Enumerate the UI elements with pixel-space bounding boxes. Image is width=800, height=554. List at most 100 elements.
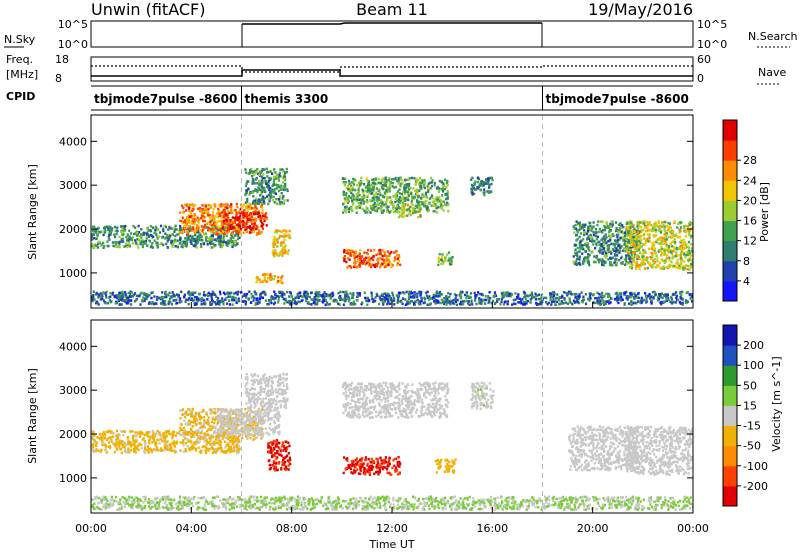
data-cell <box>414 177 417 181</box>
data-cell <box>403 178 407 182</box>
data-cell <box>436 295 439 298</box>
data-cell <box>227 295 230 299</box>
data-cell <box>256 227 259 231</box>
data-cell <box>95 301 98 305</box>
data-cell <box>194 240 197 243</box>
data-cell <box>283 293 286 296</box>
data-cell <box>345 192 348 195</box>
data-cell <box>92 290 95 293</box>
data-cell <box>364 189 367 192</box>
data-cell <box>618 226 621 230</box>
data-cell <box>653 258 656 261</box>
data-cell <box>398 300 401 303</box>
data-cell <box>378 191 382 195</box>
data-cell <box>123 225 126 228</box>
data-cell <box>236 231 239 234</box>
data-cell <box>651 254 654 257</box>
data-cell <box>382 187 385 191</box>
data-cell <box>364 263 367 266</box>
data-cell <box>387 205 390 209</box>
data-cell <box>226 219 229 223</box>
data-cell <box>679 292 682 295</box>
data-cell <box>253 173 256 176</box>
data-cell <box>287 299 290 303</box>
data-cell <box>274 249 277 252</box>
data-cell <box>674 291 678 294</box>
data-cell <box>391 299 394 303</box>
data-cell <box>197 221 200 225</box>
data-cell <box>274 240 277 243</box>
data-cell <box>179 211 182 214</box>
data-cell <box>409 205 412 209</box>
data-cell <box>358 252 361 255</box>
data-cell <box>234 440 237 444</box>
data-cell <box>361 195 364 199</box>
data-cell <box>392 207 395 210</box>
data-cell <box>402 297 405 300</box>
data-cell <box>342 211 345 214</box>
data-cell <box>691 258 693 262</box>
data-cell <box>145 231 148 235</box>
data-cell <box>209 294 212 297</box>
data-cell <box>139 242 142 246</box>
data-cell <box>150 234 153 238</box>
colorbar-swatch <box>723 120 737 141</box>
data-cell <box>442 182 445 185</box>
data-cell <box>185 298 188 301</box>
data-cell <box>683 241 687 244</box>
data-cell <box>478 302 481 305</box>
data-cell <box>393 186 396 189</box>
data-cell <box>629 222 633 225</box>
data-cell <box>375 187 378 190</box>
data-cell <box>605 254 608 258</box>
data-cell <box>131 236 135 239</box>
data-cell <box>380 263 383 267</box>
data-cell <box>643 237 646 240</box>
data-cell <box>266 303 269 306</box>
data-cell <box>120 442 123 445</box>
data-cell <box>217 297 220 300</box>
data-cell <box>440 262 443 266</box>
data-cell <box>267 198 270 201</box>
data-cell <box>589 221 592 225</box>
data-cell <box>616 254 619 257</box>
data-cell <box>226 210 230 213</box>
data-cell <box>613 254 616 257</box>
data-cell <box>388 260 391 264</box>
data-cell <box>236 293 239 296</box>
data-cell <box>689 297 692 300</box>
data-cell <box>687 253 690 257</box>
data-cell <box>128 229 131 233</box>
data-cell <box>166 440 169 443</box>
data-cell <box>249 192 252 195</box>
data-cell <box>222 214 226 217</box>
data-cell <box>633 258 636 261</box>
data-cell <box>273 275 276 278</box>
freq-frame <box>90 56 694 82</box>
data-cell <box>625 247 628 251</box>
data-cell <box>396 254 399 257</box>
data-cell <box>384 176 387 179</box>
data-cell <box>143 242 146 245</box>
data-cell <box>135 447 138 450</box>
data-cell <box>164 303 167 306</box>
data-cell <box>180 245 183 248</box>
data-cell <box>423 200 426 204</box>
data-cell <box>141 244 144 247</box>
data-cell <box>230 209 233 212</box>
data-cell <box>406 197 409 200</box>
data-cell <box>155 302 158 305</box>
data-cell <box>241 219 245 223</box>
data-cell <box>376 198 379 201</box>
data-cell <box>239 225 242 228</box>
data-cell <box>605 236 608 239</box>
data-cell <box>134 299 137 302</box>
data-cell <box>629 292 632 295</box>
data-cell <box>380 178 383 182</box>
data-cell <box>284 235 287 238</box>
data-cell <box>359 248 362 252</box>
data-cell <box>246 225 250 229</box>
data-cell <box>407 184 410 187</box>
data-cell <box>611 256 614 260</box>
data-cell <box>223 292 227 296</box>
